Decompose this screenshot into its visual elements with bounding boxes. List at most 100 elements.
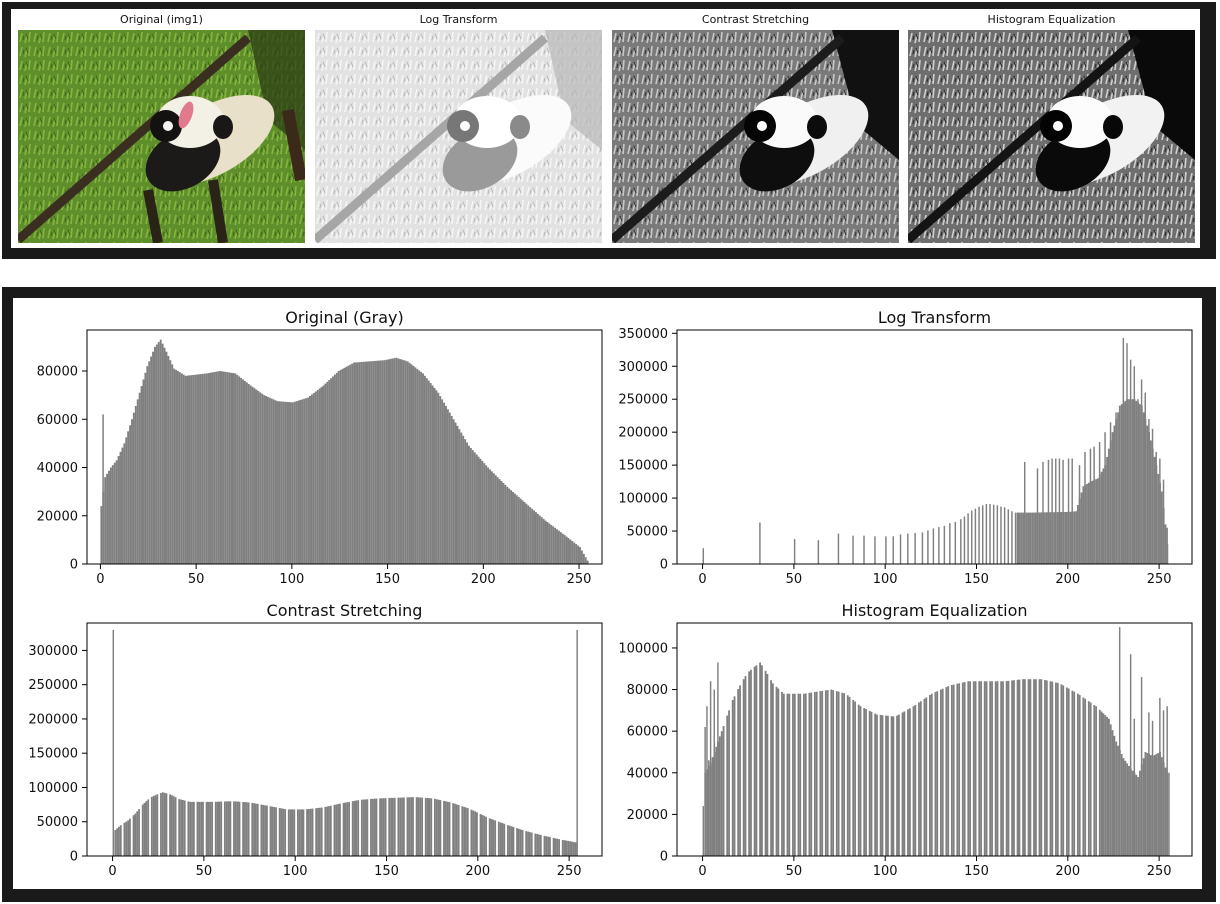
histogram-bar (360, 361, 363, 564)
histogram-bar (218, 801, 221, 856)
histogram-bar (939, 689, 942, 856)
histogram-bar (1117, 412, 1119, 564)
histogram-bar (152, 796, 155, 856)
histogram-bar (450, 415, 453, 564)
histogram-bar (719, 736, 721, 856)
histogram-spike (1118, 627, 1121, 856)
histogram-bar (423, 375, 426, 564)
histogram-bar (575, 544, 578, 564)
histogram-spike (967, 513, 969, 564)
y-tick-label: 200000 (618, 426, 668, 441)
histogram-bar (425, 378, 428, 564)
x-tick-label: 0 (96, 572, 104, 587)
histogram-bar (972, 681, 975, 856)
histogram-bar (391, 797, 394, 856)
histogram-bar (786, 693, 789, 856)
histogram-bar (1131, 399, 1134, 564)
histogram-bar (1102, 468, 1105, 564)
histogram-bar (271, 806, 274, 856)
histogram-bar (339, 369, 342, 564)
histogram-spike (943, 525, 946, 564)
histogram-spike (1078, 465, 1081, 564)
histogram-bar (422, 373, 424, 564)
histogram-bar (335, 804, 338, 856)
histogram-spike (1148, 712, 1150, 856)
histogram-bar (1086, 483, 1088, 564)
histogram-bar (326, 806, 329, 856)
histogram-bar (1033, 679, 1035, 856)
histogram-bar (207, 801, 210, 856)
histogram-bar (470, 809, 473, 856)
histogram-spike (885, 536, 887, 564)
x-tick-label: 100 (873, 572, 898, 587)
histogram-bar (558, 839, 560, 856)
histogram-bar (221, 371, 223, 564)
histogram-bar (1146, 425, 1149, 564)
histogram-spike (711, 766, 714, 856)
histogram-bar (123, 822, 126, 856)
histogram-bar (793, 693, 796, 856)
histogram-bar (517, 828, 520, 856)
histogram-bar (263, 395, 266, 564)
histogram-bar (410, 797, 413, 856)
histogram-bar (1144, 751, 1147, 856)
histogram-bar (488, 818, 491, 856)
histogram-bar (159, 339, 162, 564)
histogram-bar (521, 500, 524, 564)
histogram-bar (934, 692, 937, 856)
histogram-spike (1148, 418, 1150, 564)
histogram-bar (1142, 758, 1145, 856)
histogram-bar (1100, 471, 1103, 564)
histogram-bar (416, 368, 419, 564)
histogram-bar (229, 801, 232, 856)
histogram-spike (989, 504, 991, 564)
y-tick-label: 250000 (28, 678, 78, 693)
x-tick-label: 150 (964, 864, 989, 879)
histogram-bar (563, 535, 566, 564)
histogram-bar (372, 361, 375, 564)
histogram-bar (552, 526, 555, 564)
y-tick-label: 250000 (618, 393, 668, 408)
histogram-spike (1109, 422, 1112, 564)
histogram-bar (217, 371, 220, 564)
histogram-spike (1055, 458, 1057, 564)
histogram-bar (406, 361, 409, 564)
histogram-bar (890, 716, 893, 856)
histogram-bar (759, 662, 762, 856)
histogram-bar (1055, 682, 1057, 856)
histogram-bar (499, 822, 502, 856)
x-tick-label: 150 (374, 864, 399, 879)
histogram-bar (1007, 680, 1010, 856)
histogram-bar (318, 388, 321, 564)
histogram-bar (1065, 511, 1068, 564)
histogram-bar (1111, 730, 1114, 856)
histogram-bar (1011, 680, 1014, 856)
histogram-bar (1120, 404, 1123, 564)
histogram-bar (923, 698, 926, 856)
x-tick-label: 250 (1147, 572, 1172, 587)
histogram-bar (278, 808, 281, 856)
histogram-bar (320, 386, 323, 564)
histogram-bar (570, 841, 573, 856)
histogram-bar (1051, 681, 1054, 856)
histogram-bar (345, 366, 348, 564)
histogram-bar (830, 689, 833, 856)
histogram-bar (797, 693, 800, 856)
histogram-bar (303, 398, 306, 564)
histogram-bar (211, 372, 214, 564)
y-tick-label: 0 (70, 850, 78, 865)
y-tick-label: 80000 (37, 365, 78, 380)
histogram-bar (771, 683, 774, 856)
histogram-bar (512, 826, 515, 856)
histogram-bar (310, 394, 313, 564)
histogram-bar (857, 704, 860, 856)
histogram-bar (226, 372, 229, 564)
histogram-bar (876, 714, 878, 856)
histogram-bar (314, 391, 317, 564)
histogram-bar (837, 691, 840, 856)
histogram-bar (454, 422, 457, 564)
histogram-bar (574, 842, 577, 856)
image-title-contrast: Contrast Stretching (701, 13, 810, 26)
histogram-bar (123, 443, 126, 564)
histogram-bar (306, 809, 308, 856)
